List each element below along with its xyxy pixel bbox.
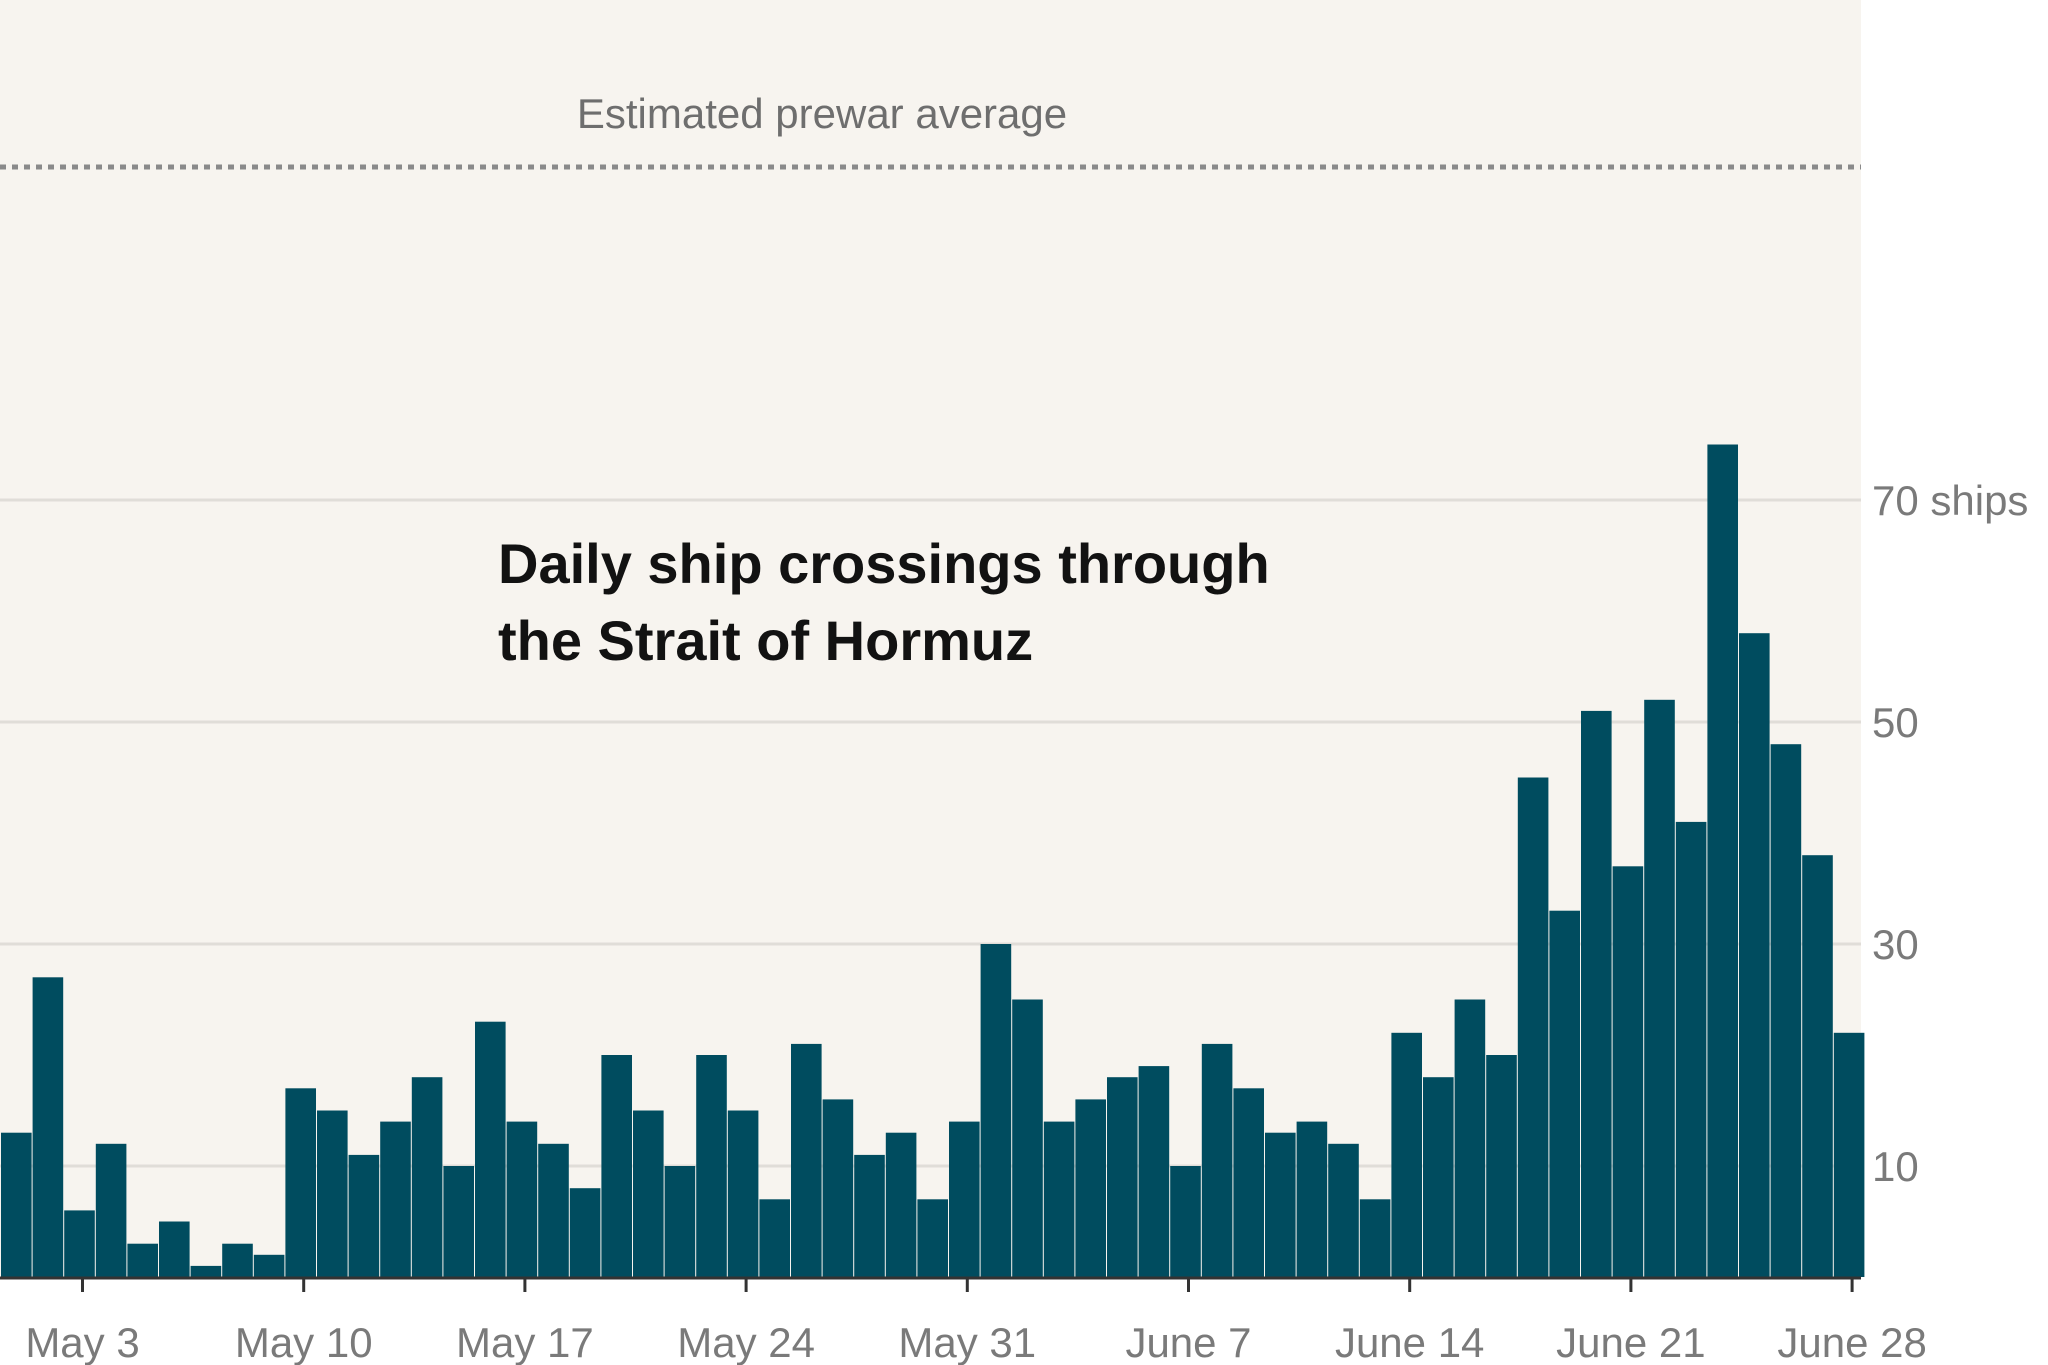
bar-21 (664, 1166, 696, 1277)
x-tick-label-23: May 24 (677, 1319, 815, 1365)
bar-48 (1517, 777, 1549, 1277)
bar-14 (443, 1166, 474, 1277)
bar-33 (1043, 1121, 1075, 1277)
bar-2 (64, 1210, 95, 1277)
bar-37 (1170, 1166, 1201, 1277)
bar-25 (791, 1043, 822, 1277)
bar-36 (1138, 1066, 1170, 1277)
bar-12 (380, 1121, 411, 1277)
y-tick-label-30: 30 (1872, 921, 1919, 968)
bar-35 (1107, 1077, 1138, 1277)
bar-13 (411, 1077, 443, 1277)
bar-3 (95, 1143, 127, 1277)
x-tick-label-37: June 7 (1125, 1319, 1251, 1365)
bar-43 (1359, 1199, 1391, 1277)
bar-39 (1233, 1088, 1264, 1277)
bar-30 (949, 1121, 980, 1277)
bar-53 (1675, 821, 1707, 1277)
x-tick-label-2: May 3 (25, 1319, 139, 1365)
bar-17 (538, 1143, 569, 1277)
bar-15 (475, 1021, 506, 1277)
bar-58 (1833, 1032, 1865, 1277)
y-tick-label-50: 50 (1872, 699, 1919, 746)
y-tick-label-70: 70 ships (1872, 477, 2028, 524)
bar-23 (727, 1110, 759, 1277)
x-tick-label-9: May 10 (235, 1319, 373, 1365)
bar-28 (885, 1132, 917, 1277)
chart-title-line-1: Daily ship crossings through (498, 532, 1270, 595)
bar-55 (1739, 633, 1770, 1277)
bar-26 (822, 1099, 854, 1277)
bar-38 (1201, 1043, 1233, 1277)
bar-41 (1296, 1121, 1328, 1277)
x-tick-label-30: May 31 (898, 1319, 1036, 1365)
bar-4 (127, 1243, 158, 1277)
bar-32 (1012, 999, 1043, 1277)
chart-title: Daily ship crossings through the Strait … (498, 532, 1270, 672)
x-tick-label-44: June 14 (1335, 1319, 1484, 1365)
x-axis-ticks: May 3 May 10 May 17 May 24 May 31 June 7 June … (25, 1277, 1927, 1365)
bar-51 (1612, 866, 1644, 1277)
bar-7 (222, 1243, 253, 1277)
x-tick-label-16: May 17 (456, 1319, 594, 1365)
bar-44 (1391, 1032, 1422, 1277)
bar-47 (1486, 1055, 1517, 1277)
y-tick-label-10: 10 (1872, 1143, 1919, 1190)
y-axis-labels: 10 30 50 70 ships (1872, 477, 2028, 1190)
bar-42 (1328, 1143, 1359, 1277)
bar-49 (1549, 910, 1580, 1277)
bar-22 (696, 1055, 727, 1277)
bar-6 (190, 1265, 222, 1277)
bar-10 (317, 1110, 348, 1277)
bar-46 (1454, 999, 1486, 1277)
bars (1, 444, 1865, 1277)
bar-24 (759, 1199, 790, 1277)
bar-29 (917, 1199, 948, 1277)
bar-31 (980, 944, 1012, 1277)
bar-45 (1423, 1077, 1454, 1277)
x-tick-label-58: June 28 (1777, 1319, 1926, 1365)
bar-16 (506, 1121, 538, 1277)
bar-40 (1265, 1132, 1296, 1277)
bar-18 (569, 1188, 601, 1277)
bar-34 (1075, 1099, 1106, 1277)
bar-20 (633, 1110, 664, 1277)
bar-0 (1, 1132, 32, 1277)
bar-52 (1644, 699, 1675, 1277)
bar-56 (1770, 744, 1802, 1277)
bar-57 (1802, 855, 1833, 1277)
bar-54 (1707, 444, 1738, 1277)
bar-1 (32, 977, 64, 1277)
reference-line-group: Estimated prewar average (0, 90, 1861, 170)
bar-5 (159, 1221, 190, 1277)
prewar-average-label: Estimated prewar average (577, 90, 1067, 137)
bar-27 (854, 1154, 885, 1277)
x-tick-label-51: June 21 (1556, 1319, 1705, 1365)
bar-19 (601, 1055, 632, 1277)
bar-11 (348, 1154, 380, 1277)
chart-title-line-2: the Strait of Hormuz (498, 609, 1033, 672)
bar-9 (285, 1088, 316, 1277)
bar-50 (1581, 710, 1612, 1277)
bar-8 (253, 1254, 285, 1277)
